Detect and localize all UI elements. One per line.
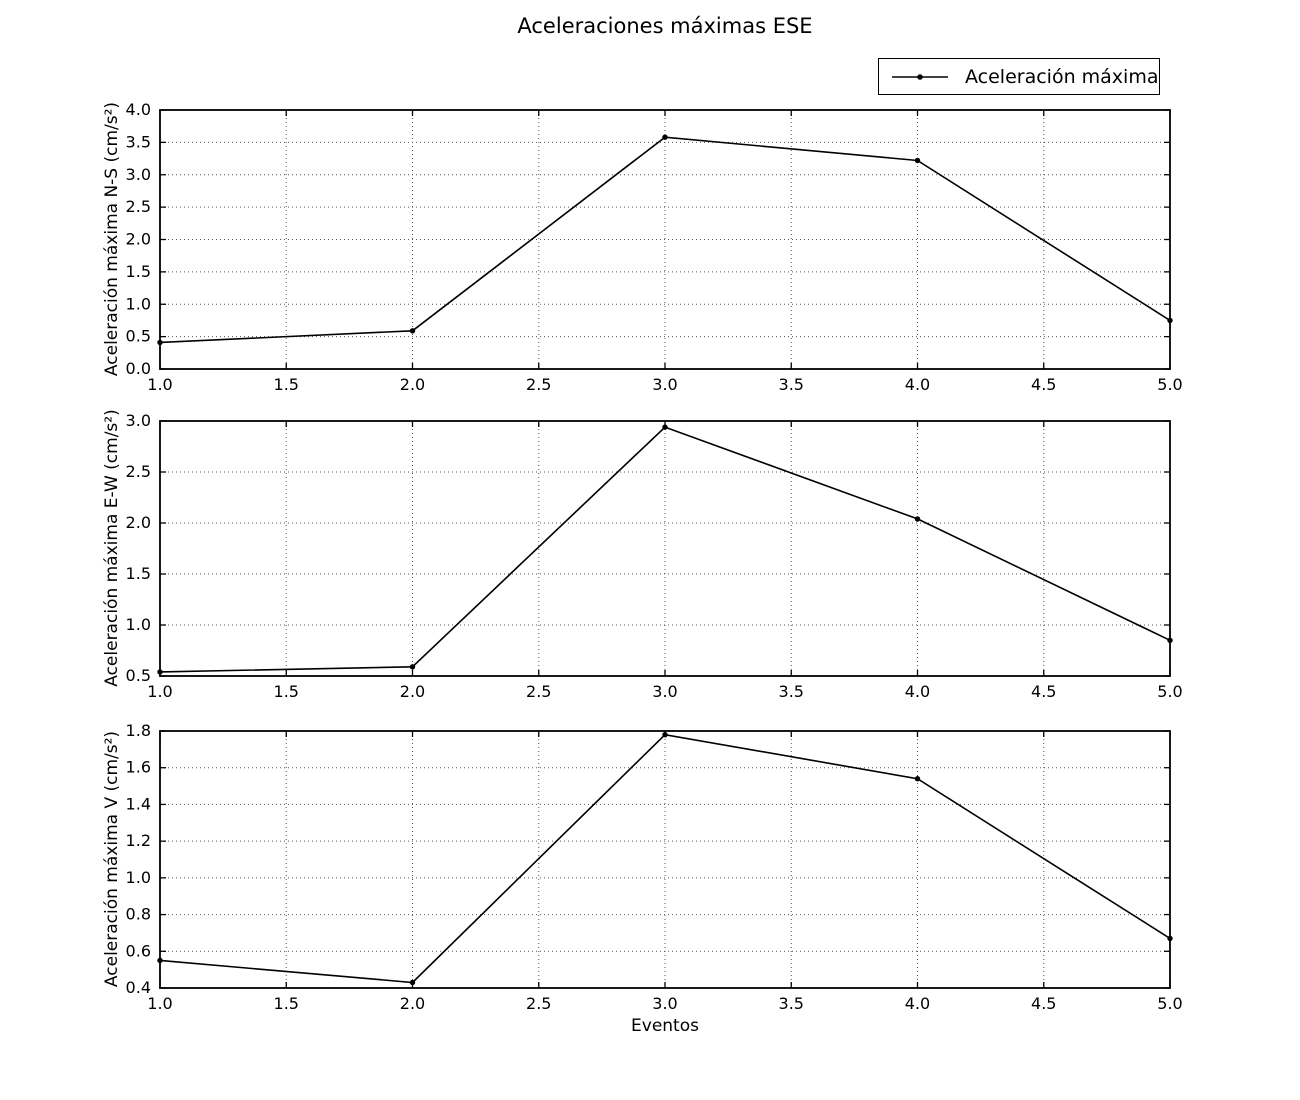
x-tick-label: 2.0 <box>400 682 425 701</box>
data-point <box>662 731 668 738</box>
y-tick-label: 3.0 <box>126 165 151 184</box>
data-point <box>914 157 921 164</box>
y-tick-label: 0.0 <box>126 359 151 378</box>
x-tick-label: 2.5 <box>526 682 551 701</box>
data-point <box>157 957 163 964</box>
x-axis-label: Eventos <box>631 1016 699 1036</box>
data-point <box>409 664 416 670</box>
y-tick-label: 0.4 <box>126 978 151 997</box>
y-tick-label: 0.5 <box>126 327 151 346</box>
x-tick-label: 2.0 <box>400 994 425 1013</box>
x-tick-label: 1.0 <box>147 994 172 1013</box>
data-point <box>914 516 921 522</box>
x-tick-label: 4.0 <box>905 994 930 1013</box>
y-tick-label: 1.4 <box>126 794 151 813</box>
data-point <box>409 328 416 334</box>
data-point <box>1167 637 1173 643</box>
x-tick-label: 5.0 <box>1157 682 1182 701</box>
data-point <box>662 424 668 430</box>
x-tick-label: 5.0 <box>1157 994 1182 1013</box>
y-tick-label: 1.6 <box>126 758 151 777</box>
y-tick-label: 3.5 <box>126 132 151 151</box>
subplot-1: 1.0 1.5 2.0 2.5 3.0 3.5 4.0 4.5 5.0 0.0 0.5 1.0 1.5 2… <box>126 100 1183 394</box>
x-tick-label: 1.0 <box>147 375 172 394</box>
data-point <box>157 669 163 675</box>
x-tick-label: 4.5 <box>1031 682 1056 701</box>
y-tick-label: 4.0 <box>126 100 151 119</box>
x-tick-label: 2.5 <box>526 994 551 1013</box>
x-tick-label: 3.5 <box>779 994 804 1013</box>
x-tick-label: 1.5 <box>274 375 299 394</box>
x-tick-label: 1.5 <box>274 682 299 701</box>
y-tick-label: 2.0 <box>126 513 151 532</box>
data-point <box>409 979 416 986</box>
x-tick-label: 3.5 <box>779 375 804 394</box>
x-tick-label: 1.0 <box>147 682 172 701</box>
data-point <box>914 776 921 782</box>
legend-box: Aceleración máxima <box>878 58 1160 95</box>
y-tick-label: 1.8 <box>126 721 151 740</box>
y-tick-label: 0.8 <box>126 905 151 924</box>
y-tick-label: 2.0 <box>126 230 151 249</box>
y-tick-label: 1.0 <box>126 294 151 313</box>
x-tick-label: 4.0 <box>905 375 930 394</box>
data-point <box>1167 317 1173 324</box>
x-tick-label: 5.0 <box>1157 375 1182 394</box>
y-tick-label: 0.6 <box>126 941 151 960</box>
x-tick-label: 2.0 <box>400 375 425 394</box>
x-tick-label: 3.0 <box>652 375 677 394</box>
y-tick-label: 1.0 <box>126 615 151 634</box>
y-tick-label: 0.5 <box>126 666 151 685</box>
y-tick-label: 1.5 <box>126 564 151 583</box>
y-tick-label: 2.5 <box>126 462 151 481</box>
y-tick-label: 2.5 <box>126 197 151 216</box>
data-point <box>662 134 668 140</box>
y-tick-label: 1.0 <box>126 868 151 887</box>
x-tick-label: 4.5 <box>1031 375 1056 394</box>
x-tick-label: 3.5 <box>779 682 804 701</box>
x-tick-label: 4.0 <box>905 682 930 701</box>
y-tick-label: 1.2 <box>126 831 151 850</box>
x-tick-label: 3.0 <box>652 682 677 701</box>
subplot-2: 1.0 1.5 2.0 2.5 3.0 3.5 4.0 4.5 5.00.51.01.52.02… <box>126 411 1183 701</box>
subplot-3: 1.0 1.5 2.0 2.5 3.0 3.5 4.0 4.5 5.0 0.4 0.6 0.8 1.0 1… <box>126 721 1183 1013</box>
x-tick-label: 3.0 <box>652 994 677 1013</box>
legend-line-marker-icon <box>892 73 948 80</box>
figure-title: Aceleraciones máximas ESE <box>517 14 813 38</box>
data-point <box>1167 935 1173 942</box>
x-tick-label: 2.5 <box>526 375 551 394</box>
y-tick-label: 3.0 <box>126 411 151 430</box>
x-tick-label: 1.5 <box>274 994 299 1013</box>
x-tick-label: 4.5 <box>1031 994 1056 1013</box>
legend-label: Aceleración máxima <box>965 65 1159 88</box>
y-tick-label: 1.5 <box>126 262 151 281</box>
data-point <box>157 339 163 346</box>
